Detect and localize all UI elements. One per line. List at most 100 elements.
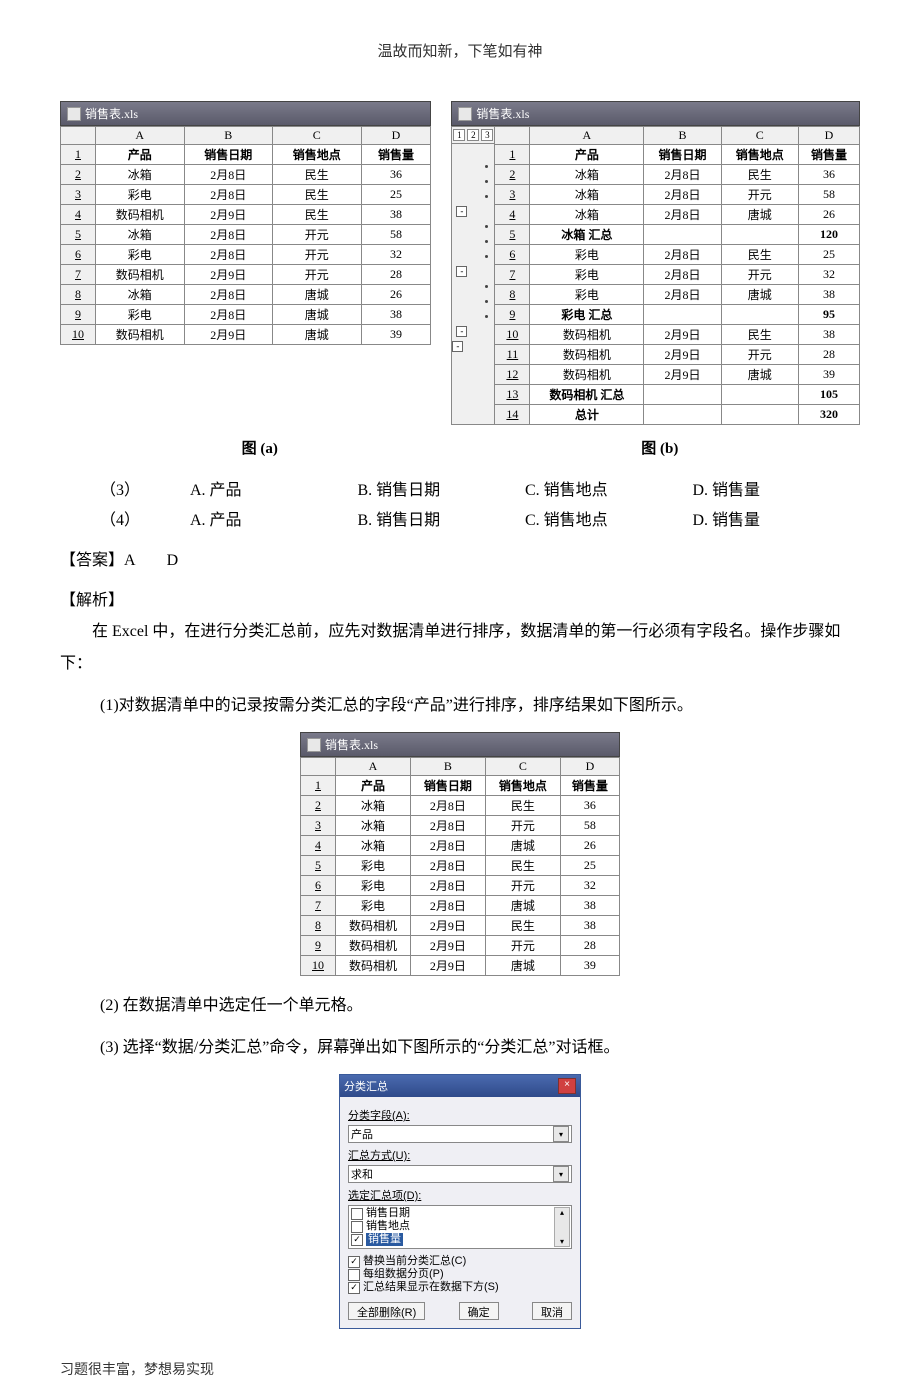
method-select[interactable]: 求和 ▾ [348,1165,572,1183]
cell: 28 [361,265,431,285]
question-3: （3） A. 产品 B. 销售日期 C. 销售地点 D. 销售量 [100,476,860,500]
collapse-icon[interactable]: - [456,206,467,217]
item-row[interactable]: ✓销售量 [351,1233,569,1246]
remove-all-button[interactable]: 全部删除(R) [348,1302,425,1320]
spreadsheet-a: 销售表.xls A B C D 1产品销售日期销售地点销售量2冰箱2月8日民生3… [60,101,431,425]
cell: 2月8日 [410,856,485,876]
q4-opt-a: A. 产品 [190,506,358,530]
page-footer: 习题很丰富，梦想易实现 [60,1359,860,1379]
cell: 39 [560,956,619,976]
q4-opt-d: D. 销售量 [693,506,861,530]
cell: 唐城 [273,305,362,325]
row-header: 1 [61,145,96,165]
chevron-down-icon[interactable]: ▾ [553,1166,569,1182]
cell: 2月8日 [184,165,273,185]
cell: 25 [361,185,431,205]
col-header: D [798,127,859,145]
cell: 2月8日 [644,265,721,285]
outline-dot-icon [485,315,488,318]
replace-check[interactable]: ✓替换当前分类汇总(C) [348,1255,572,1268]
outline-row [452,174,494,189]
method-label: 汇总方式(U): [348,1147,572,1163]
grid-a: A B C D 1产品销售日期销售地点销售量2冰箱2月8日民生363彩电2月8日… [60,126,431,345]
checkbox-icon[interactable]: ✓ [348,1282,360,1294]
title-a: 销售表.xls [85,105,138,122]
pagebreak-check[interactable]: 每组数据分页(P) [348,1268,572,1281]
row-header: 14 [495,405,530,425]
cell: 2月8日 [644,165,721,185]
field-select[interactable]: 产品 ▾ [348,1125,572,1143]
cell: 冰箱 [530,205,644,225]
row-header: 1 [495,145,530,165]
cell: 36 [798,165,859,185]
outline-level-2[interactable]: 2 [467,129,479,141]
checkbox-icon[interactable]: ✓ [351,1234,363,1246]
cell: 2月8日 [644,245,721,265]
analysis-label: 【解析】 [60,586,860,610]
cell: 冰箱 [336,796,411,816]
cell: 2月8日 [184,185,273,205]
spreadsheet-c: 销售表.xls A B C D 1产品销售日期销售地点销售量2冰箱2月8日民生3… [300,732,620,976]
items-list[interactable]: 销售日期 销售地点 ✓销售量 ▴▾ [348,1205,572,1249]
checkbox-icon[interactable] [351,1208,363,1220]
cell: 开元 [721,185,798,205]
row-header: 8 [301,916,336,936]
checkbox-icon[interactable] [348,1269,360,1281]
col-header: D [560,758,619,776]
doc-icon [67,107,81,121]
scroll-down-icon[interactable]: ▾ [560,1237,564,1246]
row-header: 8 [61,285,96,305]
outline-levels[interactable]: 1 2 3 [452,127,494,144]
row-header: 10 [301,956,336,976]
cancel-button[interactable]: 取消 [532,1302,572,1320]
spreadsheet-b: 销售表.xls 1 2 3 ---- A B C [451,101,860,425]
checkbox-icon[interactable] [351,1221,363,1233]
cell: 彩电 [96,245,185,265]
cell: 数码相机 [336,916,411,936]
row-header: 9 [495,305,530,325]
row-header: 6 [301,876,336,896]
collapse-icon[interactable]: - [456,266,467,277]
cell: 彩电 [336,856,411,876]
outline-dot-icon [485,225,488,228]
ok-button[interactable]: 确定 [459,1302,499,1320]
dialog-buttons: 全部删除(R) 确定 取消 [348,1302,572,1320]
scrollbar[interactable]: ▴▾ [554,1207,570,1247]
item-row[interactable]: 销售日期 [351,1207,569,1220]
outline-level-3[interactable]: 3 [481,129,493,141]
cell: 36 [560,796,619,816]
outline-bar: 1 2 3 - - - - [451,126,494,425]
cell: 开元 [721,345,798,365]
cell: 彩电 [96,305,185,325]
scroll-up-icon[interactable]: ▴ [560,1208,564,1217]
cell: 民生 [721,325,798,345]
dialog-body: 分类字段(A): 产品 ▾ 汇总方式(U): 求和 ▾ 选定汇总项(D): 销售… [340,1097,580,1328]
checkbox-icon[interactable]: ✓ [348,1256,360,1268]
item-row[interactable]: 销售地点 [351,1220,569,1233]
cell: 数码相机 [530,365,644,385]
doc-icon [307,738,321,752]
below-check[interactable]: ✓汇总结果显示在数据下方(S) [348,1281,572,1294]
chevron-down-icon[interactable]: ▾ [553,1126,569,1142]
cell: 数码相机 [530,325,644,345]
close-icon[interactable]: × [558,1078,576,1094]
cell: 数码相机 [336,956,411,976]
q3-opt-b: B. 销售日期 [358,476,526,500]
row-header: 5 [301,856,336,876]
outline-level-1[interactable]: 1 [453,129,465,141]
row-header: 10 [495,325,530,345]
cell: 32 [798,265,859,285]
cell: 38 [560,916,619,936]
row-header: 8 [495,285,530,305]
row-header: 12 [495,365,530,385]
outline-row: - [452,264,494,279]
collapse-icon[interactable]: - [452,341,463,352]
outline-row: - [452,324,494,339]
item-label: 销售地点 [366,1220,410,1233]
cell: 唐城 [485,896,560,916]
collapse-icon[interactable]: - [456,326,467,337]
cell: 2月9日 [184,325,273,345]
row-header: 1 [301,776,336,796]
cell: 开元 [273,245,362,265]
outline-dot-icon [485,240,488,243]
